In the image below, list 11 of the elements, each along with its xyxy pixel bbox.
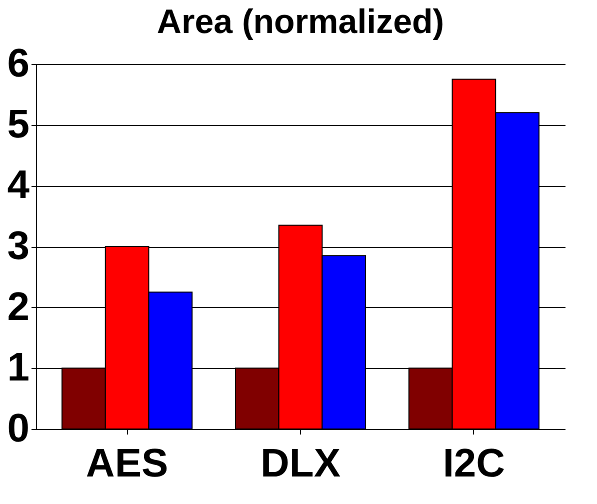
y-tick-label: 5 [7,102,30,146]
y-tick-label: 6 [7,42,30,86]
y-tick-label: 1 [7,346,30,390]
x-tick-label: I2C [442,442,506,486]
chart-title: Area (normalized) [156,3,444,41]
y-tick-label: 4 [7,163,30,208]
y-tick-label: 2 [7,284,30,329]
y-tick-label: 0 [7,406,30,450]
y-tick-label: 3 [7,224,30,268]
x-tick-label: DLX [260,442,341,486]
x-tick-label: AES [86,442,168,486]
